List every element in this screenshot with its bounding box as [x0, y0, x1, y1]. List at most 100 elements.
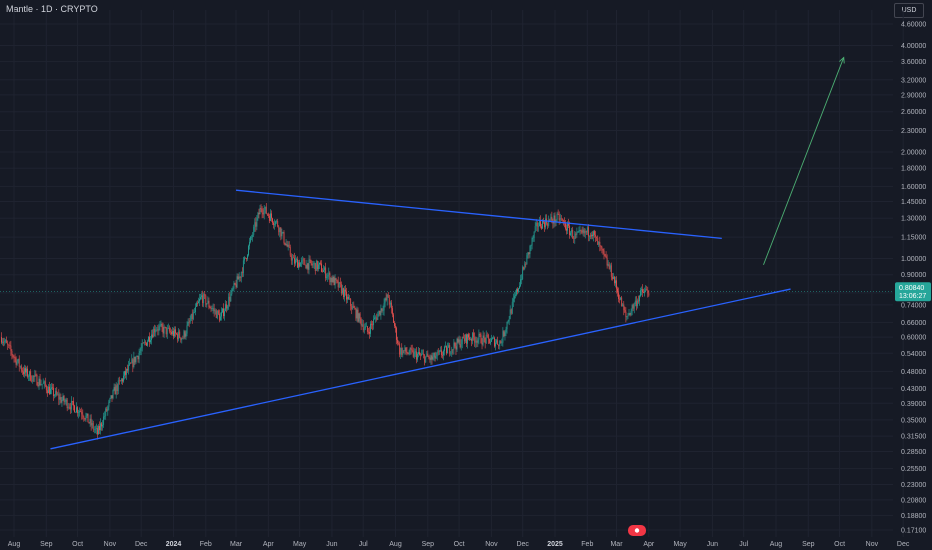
candle	[616, 276, 617, 294]
candle-body	[387, 294, 389, 298]
candle	[354, 305, 356, 310]
upper-trendline[interactable]	[235, 189, 722, 240]
price-tick-label: 0.17100	[901, 528, 926, 535]
candle	[253, 224, 255, 237]
candle-body	[518, 288, 519, 292]
candle	[311, 260, 313, 269]
candle-body	[162, 327, 164, 334]
time-tick-label: Dec	[516, 541, 529, 548]
candle	[226, 300, 228, 313]
candle-body	[54, 395, 56, 397]
candle	[381, 308, 383, 313]
candle	[453, 338, 455, 355]
price-axis[interactable]: 4.60000 4.00000 3.60000 3.20000 2.90000 2.600…	[901, 22, 926, 535]
candle	[446, 345, 447, 356]
candle	[644, 287, 646, 297]
candle-body	[576, 232, 578, 235]
candle	[91, 419, 93, 429]
candle-body	[129, 362, 131, 366]
candle-body	[408, 353, 410, 355]
candle-body	[357, 309, 359, 322]
candle	[630, 308, 632, 317]
candle-body	[604, 254, 606, 256]
price-tick-label: 4.00000	[901, 43, 926, 50]
candle-body	[472, 332, 474, 341]
candle	[174, 326, 175, 339]
candle	[398, 340, 400, 346]
candle-body	[320, 262, 321, 264]
candle-body	[30, 371, 32, 381]
price-tick-label: 0.23000	[901, 482, 926, 489]
candle-body	[338, 282, 340, 288]
candle	[393, 312, 394, 323]
symbol-title[interactable]: Mantle · 1D · CRYPTO	[6, 4, 98, 14]
candle	[49, 381, 50, 395]
candle	[43, 380, 45, 389]
price-tick-label: 0.18800	[901, 513, 926, 520]
candle-body	[15, 357, 17, 365]
candle	[120, 377, 122, 385]
candle-body	[206, 303, 208, 305]
candle-body	[26, 368, 27, 373]
candle	[234, 282, 236, 286]
candle	[24, 364, 25, 378]
candle-body	[398, 343, 400, 344]
projection-arrow[interactable]	[763, 56, 845, 265]
candle-body	[321, 263, 322, 272]
candle-body	[311, 263, 313, 266]
price-tick-label: 2.00000	[901, 150, 926, 157]
candle-body	[8, 344, 10, 346]
price-tick-label: 0.20800	[901, 497, 926, 504]
candle	[112, 389, 114, 400]
candle	[633, 302, 635, 314]
candle-body	[164, 326, 166, 328]
candle-body	[517, 289, 518, 292]
candle	[546, 214, 548, 226]
candle-body	[386, 294, 388, 301]
candle-body	[63, 395, 65, 402]
candle-body	[421, 354, 422, 356]
candle-body	[32, 375, 34, 382]
candle-body	[619, 299, 621, 300]
candle-body	[149, 336, 150, 343]
candle	[252, 232, 254, 242]
candle	[239, 276, 241, 282]
candle-body	[504, 332, 506, 337]
candle	[345, 285, 346, 296]
candle-body	[378, 310, 380, 315]
lower-trendline[interactable]	[50, 288, 791, 450]
candle-body	[116, 385, 118, 392]
candle	[255, 217, 257, 232]
candle	[87, 413, 89, 423]
candle	[118, 376, 120, 385]
candle	[291, 254, 293, 265]
candle	[86, 413, 88, 418]
event-marker[interactable]	[628, 525, 646, 536]
candle	[315, 259, 317, 272]
candle-body	[439, 350, 441, 351]
candle-body	[474, 337, 476, 343]
candle-body	[214, 310, 216, 312]
event-marker-icon	[634, 528, 640, 533]
candle-body	[291, 257, 293, 261]
candle	[523, 266, 525, 271]
candle-body	[169, 331, 171, 333]
candle	[403, 350, 405, 354]
currency-button[interactable]: USD	[894, 3, 924, 18]
candle-body	[180, 337, 182, 341]
candle-body	[82, 414, 84, 417]
candle-body	[460, 344, 462, 348]
time-axis[interactable]: Aug Sep Oct Nov Dec 2024 Feb Mar Apr May Jun Jul Aug…	[8, 541, 910, 548]
candle-body	[210, 308, 212, 309]
candle	[227, 304, 229, 311]
candle-body	[590, 235, 591, 237]
time-tick-label: Jun	[707, 541, 718, 548]
candle	[605, 251, 607, 259]
candle	[373, 315, 375, 330]
candle-body	[415, 351, 417, 360]
candle-body	[231, 288, 233, 294]
price-tick-label: 0.48000	[901, 369, 926, 376]
candle-body	[226, 304, 228, 309]
candle	[185, 330, 187, 340]
